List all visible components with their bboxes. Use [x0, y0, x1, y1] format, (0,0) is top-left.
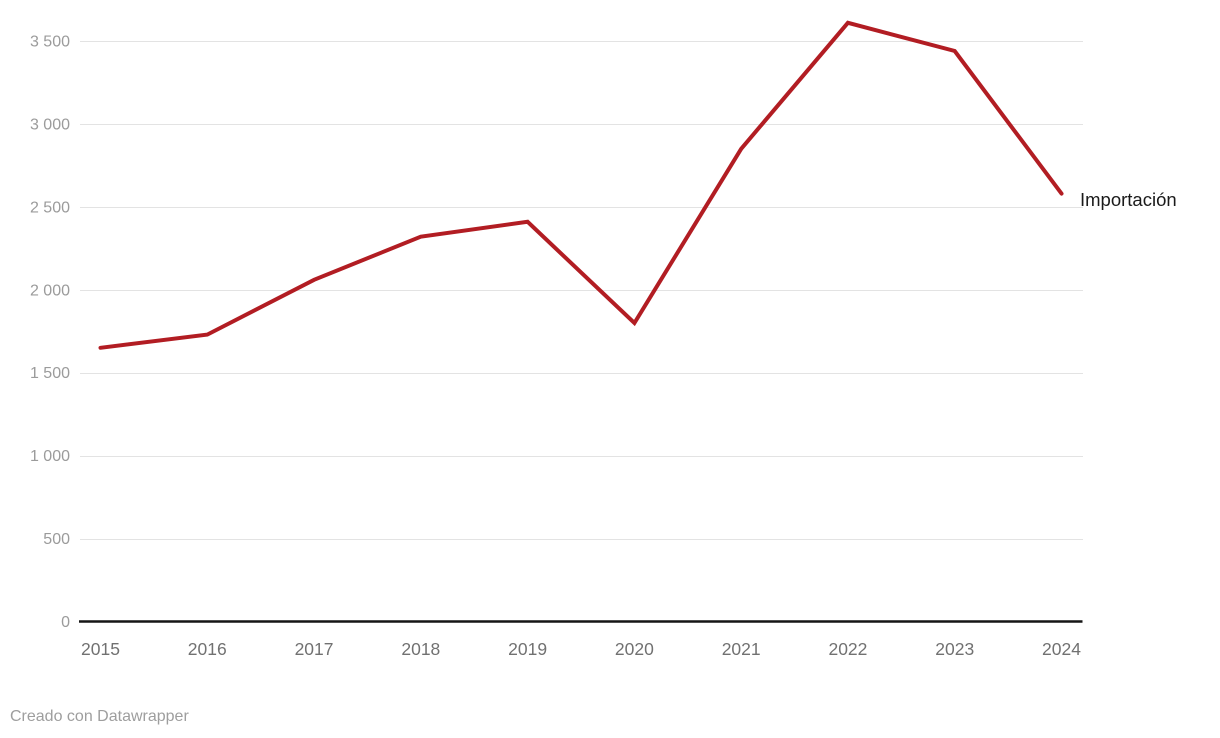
svg-text:2015: 2015 [81, 639, 120, 659]
svg-text:2016: 2016 [188, 639, 227, 659]
svg-text:2020: 2020 [615, 639, 654, 659]
datawrapper-credit: Creado con Datawrapper [10, 708, 189, 725]
svg-text:2022: 2022 [828, 639, 867, 659]
svg-text:2018: 2018 [401, 639, 440, 659]
svg-text:2019: 2019 [508, 639, 547, 659]
svg-text:3 500: 3 500 [30, 34, 70, 51]
svg-text:500: 500 [43, 531, 70, 548]
svg-text:2 500: 2 500 [30, 199, 70, 216]
svg-text:3 000: 3 000 [30, 116, 70, 133]
series-label-importacion: Importación [1080, 189, 1177, 210]
svg-text:2023: 2023 [935, 639, 974, 659]
svg-text:0: 0 [61, 614, 70, 631]
svg-text:1 000: 1 000 [30, 448, 70, 465]
svg-text:2 000: 2 000 [30, 282, 70, 299]
svg-text:2024: 2024 [1042, 639, 1081, 659]
svg-text:2017: 2017 [295, 639, 334, 659]
svg-text:1 500: 1 500 [30, 365, 70, 382]
svg-text:2021: 2021 [722, 639, 761, 659]
